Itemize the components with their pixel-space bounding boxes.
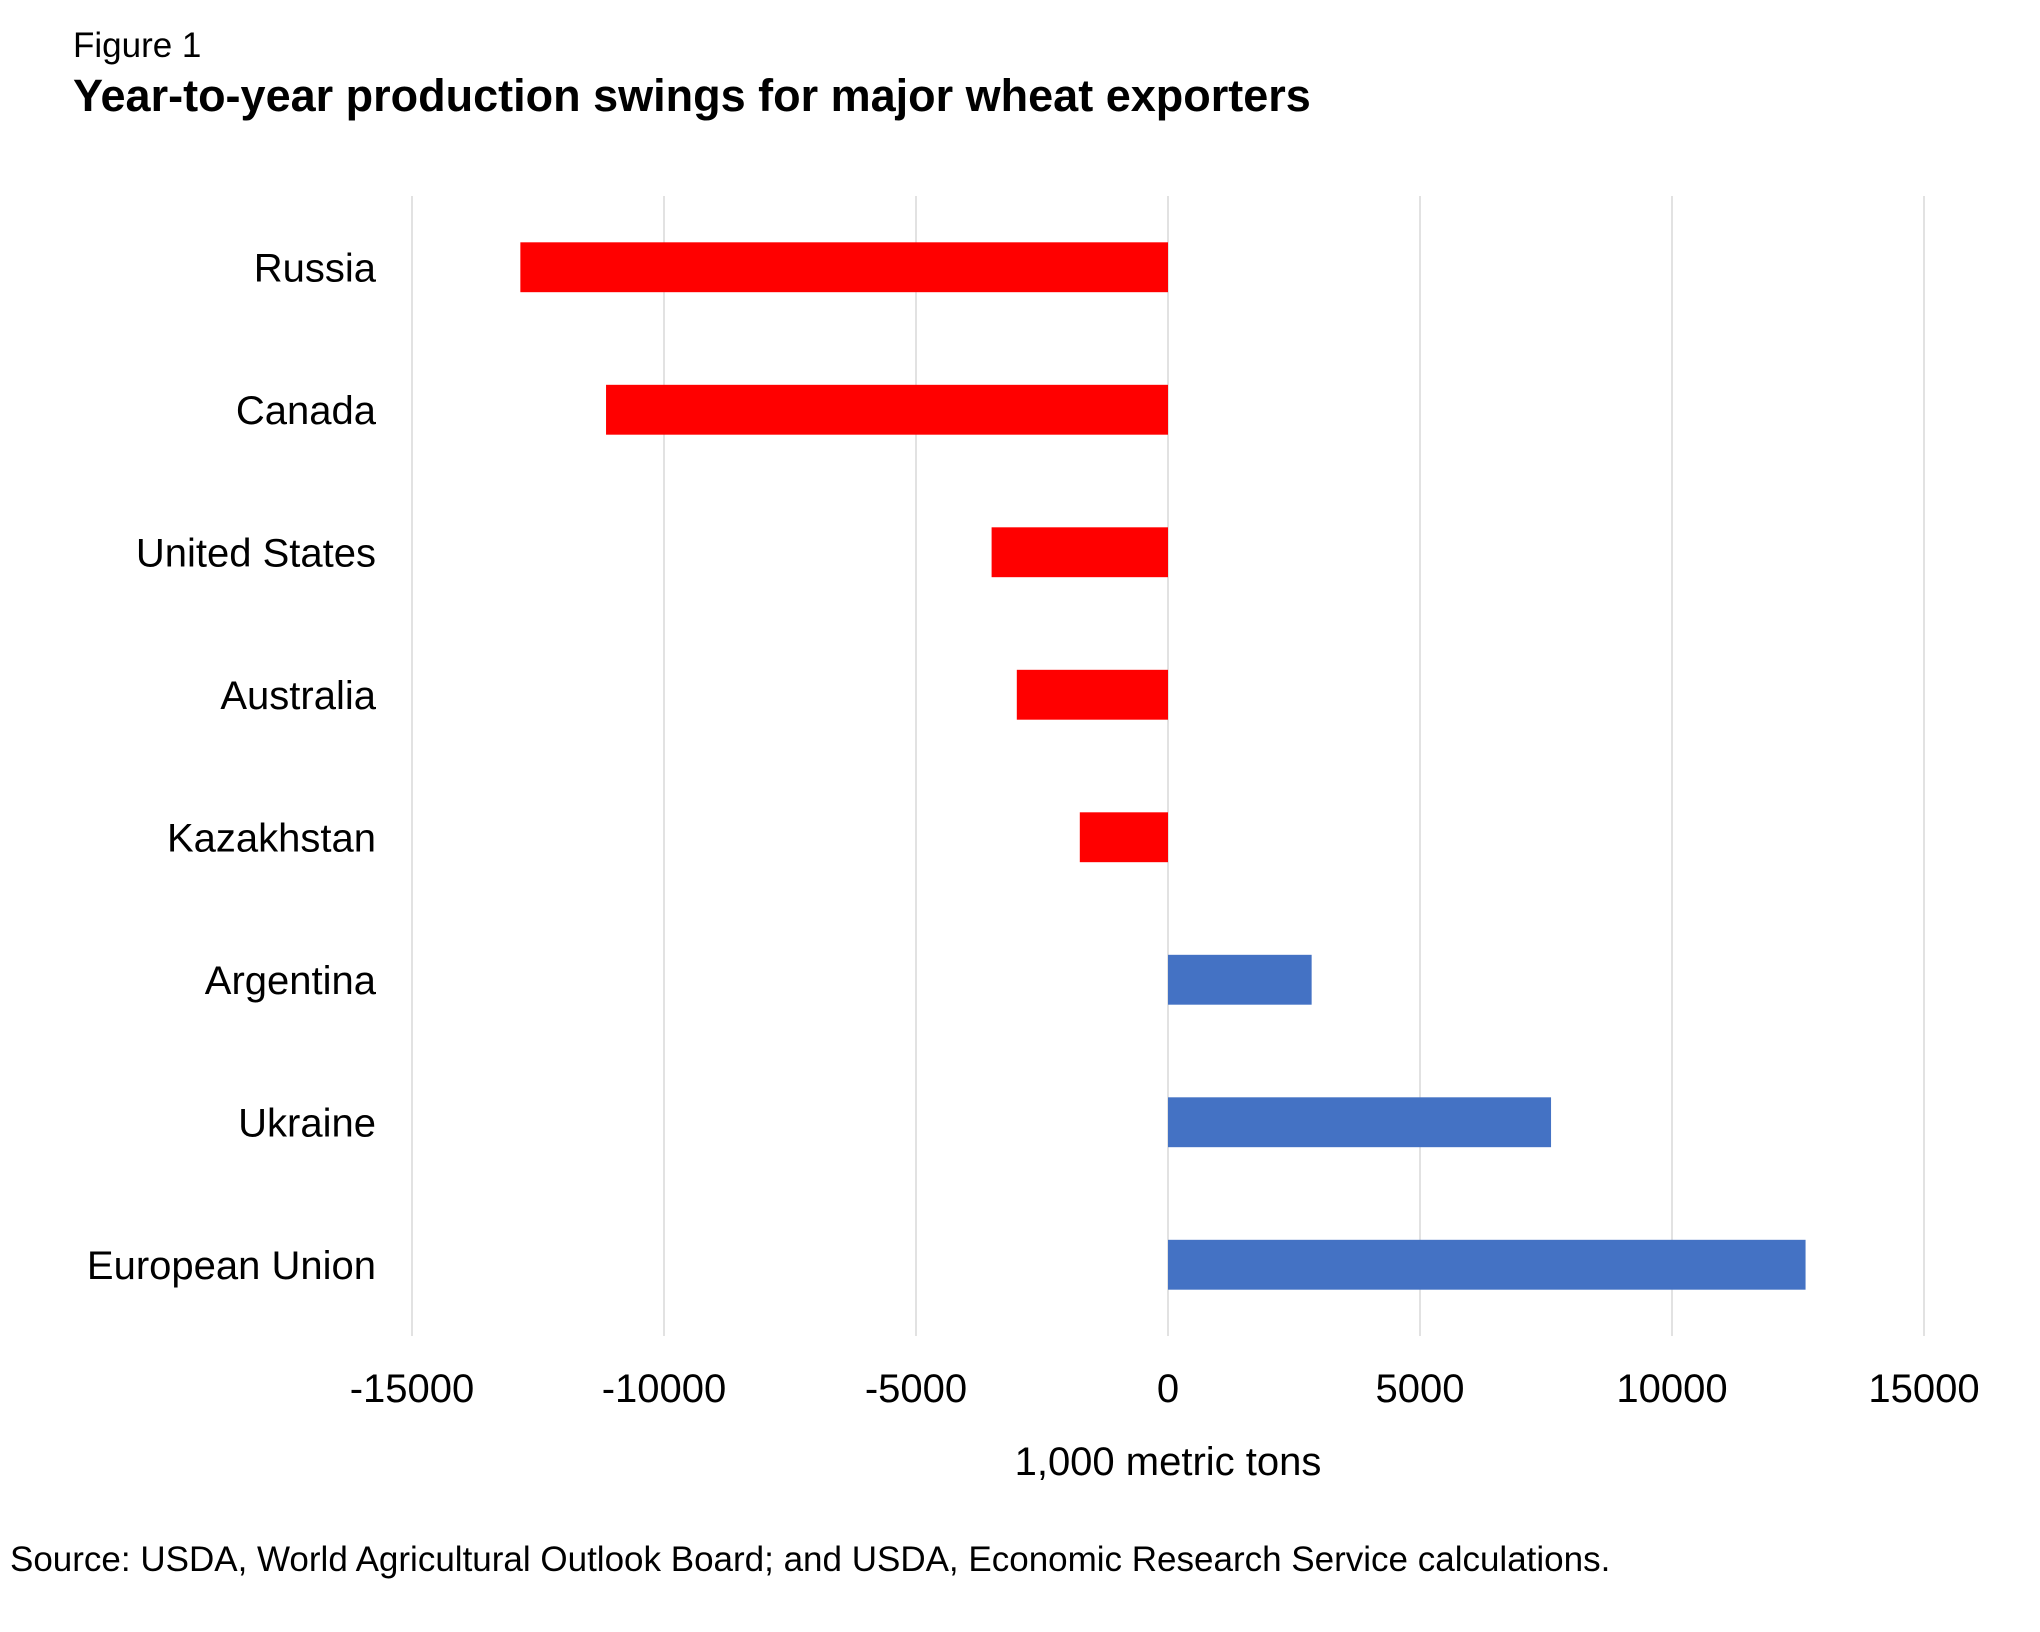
bars — [520, 242, 1806, 1290]
category-label: Ukraine — [238, 1101, 376, 1145]
x-tick-label: 0 — [1157, 1367, 1179, 1411]
x-tick-label: -10000 — [602, 1367, 727, 1411]
x-tick-labels: -15000 -10000 -5000 0 5000 10000 15000 — [350, 1367, 1980, 1411]
x-tick-label: 5000 — [1376, 1367, 1465, 1411]
bar-united-states — [991, 527, 1168, 578]
bar-canada — [606, 384, 1168, 435]
category-label: Argentina — [205, 959, 377, 1003]
bar-kazakhstan — [1079, 812, 1168, 863]
figure-label: Figure 1 — [73, 26, 202, 65]
x-axis-label: 1,000 metric tons — [1015, 1440, 1322, 1484]
category-label: United States — [136, 531, 376, 575]
bar-european-union — [1168, 1239, 1806, 1290]
x-tick-label: -15000 — [350, 1367, 475, 1411]
chart-title: Year-to-year production swings for major… — [73, 70, 1311, 121]
category-label: European Union — [87, 1244, 376, 1288]
bar-australia — [1016, 669, 1168, 720]
source-note: Source: USDA, World Agricultural Outlook… — [10, 1540, 1611, 1579]
category-labels: Russia Canada United States Australia Kazakh… — [87, 246, 377, 1288]
category-label: Russia — [254, 246, 377, 290]
bar-chart: Russia Canada United States Australia Kazakh… — [87, 196, 1980, 1484]
gridlines — [411, 196, 1925, 1336]
x-tick-label: 10000 — [1616, 1367, 1727, 1411]
category-label: Australia — [220, 674, 376, 718]
x-tick-label: 15000 — [1868, 1367, 1979, 1411]
bar-argentina — [1168, 954, 1312, 1005]
bar-russia — [520, 242, 1168, 293]
category-label: Kazakhstan — [167, 816, 376, 860]
category-label: Canada — [236, 389, 377, 433]
x-tick-label: -5000 — [865, 1367, 967, 1411]
bar-ukraine — [1168, 1097, 1552, 1148]
